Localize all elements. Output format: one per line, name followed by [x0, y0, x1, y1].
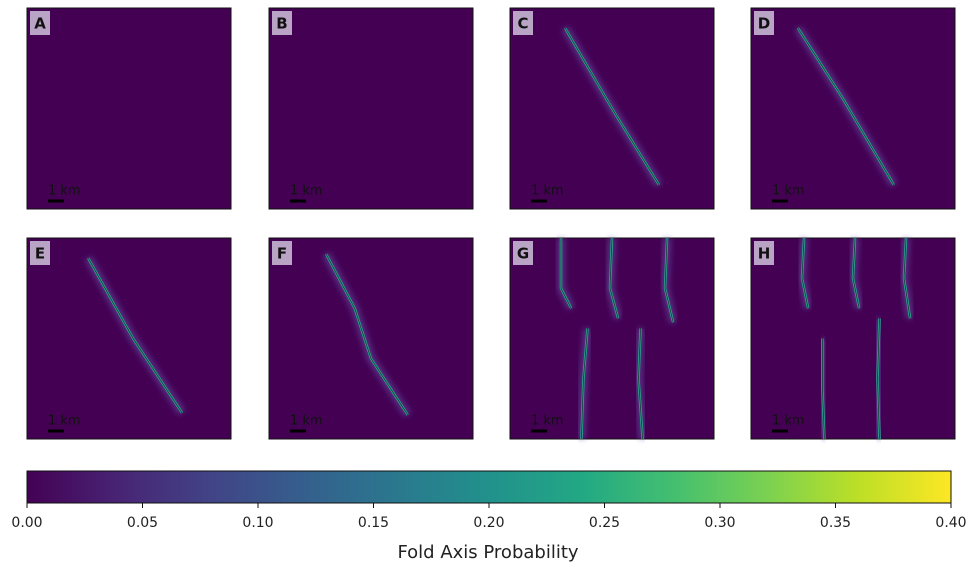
panel-label: A: [34, 15, 46, 33]
panel-label-box: [754, 11, 774, 35]
tick-label: 0.35: [820, 515, 851, 531]
fold-axis: [581, 328, 588, 440]
tick-label: 0.00: [11, 515, 42, 531]
tick-label: 0.15: [358, 515, 389, 531]
panel-label: F: [277, 245, 287, 263]
panel-label: E: [35, 245, 45, 263]
panel-label: D: [758, 15, 770, 33]
panel-image: [268, 7, 474, 210]
fold-axis: [560, 238, 572, 309]
panel: G 1 km: [509, 237, 715, 440]
fold-axis: [852, 237, 860, 309]
tick-label: 0.30: [704, 515, 735, 531]
panel-image: [268, 237, 474, 440]
panel-label-box: [30, 11, 50, 35]
panel-image: [26, 7, 232, 210]
scale-bar-label: 1 km: [48, 184, 81, 199]
scale-bar-label: 1 km: [290, 414, 323, 429]
panel-label-box: [513, 11, 533, 35]
fold-axis: [87, 257, 183, 414]
scale-bar-label: 1 km: [531, 414, 564, 429]
panel: D 1 km: [750, 7, 956, 210]
panel: E 1 km: [26, 237, 232, 440]
fold-axis: [822, 338, 825, 440]
fold-axis: [325, 253, 409, 416]
tick-label: 0.20: [473, 515, 504, 531]
tick-label: 0.25: [589, 515, 620, 531]
fold-axis: [609, 237, 619, 319]
fold-axis: [664, 237, 674, 323]
colorbar-label: Fold Axis Probability: [397, 542, 578, 563]
panel-label-box: [754, 241, 774, 265]
scale-bar-label: 1 km: [772, 414, 805, 429]
scale-bar-label: 1 km: [772, 184, 805, 199]
scale-bar-label: 1 km: [48, 414, 81, 429]
scale-bar-label: 1 km: [531, 184, 564, 199]
panel-label-box: [513, 241, 533, 265]
panel: F 1 km: [268, 237, 474, 440]
panel: C 1 km: [509, 7, 715, 210]
fold-axis: [797, 27, 895, 186]
panel-label: G: [517, 245, 529, 263]
panel-label-box: [272, 241, 292, 265]
panel-label: B: [276, 15, 287, 33]
colorbar: [26, 470, 952, 504]
panel-label-box: [30, 241, 50, 265]
panel-label: H: [758, 245, 771, 263]
fold-axis: [903, 237, 911, 319]
panel: B 1 km: [268, 7, 474, 210]
tick-label: 0.05: [127, 515, 158, 531]
fold-axis: [877, 318, 880, 440]
scale-bar-label: 1 km: [290, 184, 323, 199]
fold-axis: [638, 328, 643, 440]
tick-label: 0.10: [242, 515, 273, 531]
fold-axis: [801, 237, 809, 309]
panel-label-box: [272, 11, 292, 35]
fold-axis: [564, 27, 660, 186]
panel: H 1 km: [750, 237, 956, 440]
tick-label: 0.40: [935, 515, 966, 531]
panel: A 1 km: [26, 7, 232, 210]
panel-label: C: [517, 15, 528, 33]
